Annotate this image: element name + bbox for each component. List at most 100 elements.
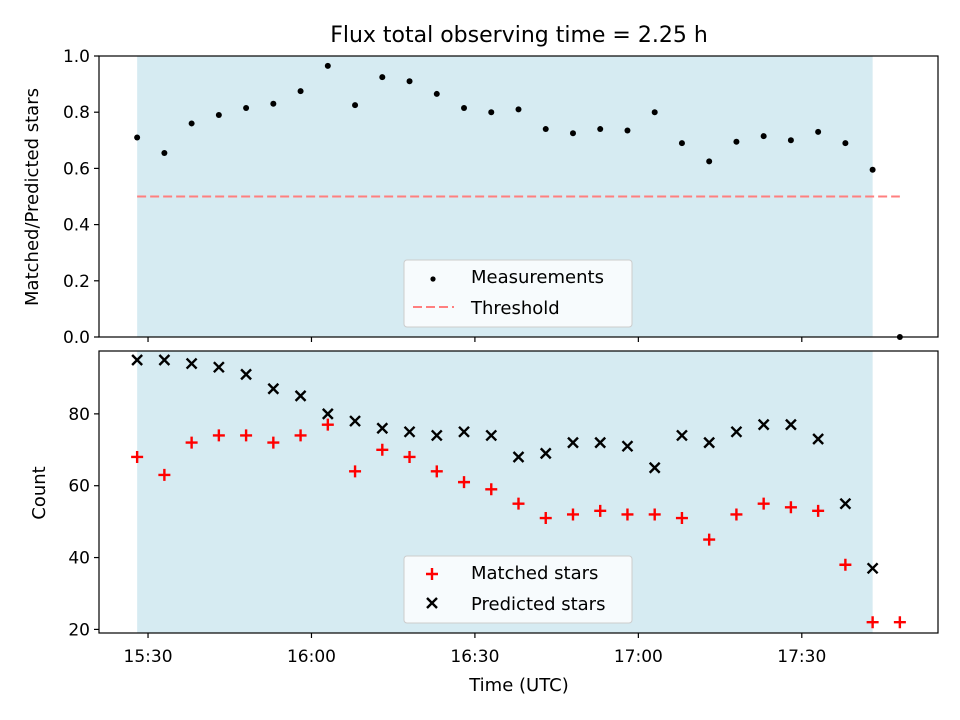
measurement-point: [815, 128, 822, 135]
bottom-y-ticks: 20 40 60 80: [68, 405, 99, 640]
measurement-point: [842, 140, 849, 147]
matched-star-point: [784, 501, 797, 514]
predicted-star-points: [131, 354, 879, 575]
measurement-point: [433, 90, 440, 97]
predicted-star-point: [512, 451, 525, 463]
matched-star-point: [240, 429, 253, 442]
predicted-star-point: [131, 354, 143, 366]
matched-star-point: [757, 497, 770, 510]
predicted-star-point: [676, 429, 688, 442]
predicted-star-point: [376, 422, 389, 435]
top-x-ticks: [147, 337, 803, 342]
predicted-star-point: [594, 436, 607, 449]
matched-star-point: [294, 429, 307, 442]
measurement-point: [678, 140, 685, 147]
matched-star-point: [893, 616, 906, 629]
measurement-point: [188, 120, 195, 127]
top-legend-box: [403, 259, 633, 328]
top-y-ticks: 0.0 0.2 0.4 0.6 0.8 1.0: [63, 47, 99, 348]
measurement-point: [461, 104, 468, 111]
predicted-star-point: [185, 357, 198, 370]
measurement-point: [597, 126, 604, 133]
predicted-star-point: [839, 497, 852, 510]
matched-star-point: [594, 504, 607, 517]
matched-star-point: [212, 429, 225, 442]
measurement-point: [651, 109, 658, 116]
y-tick-label: 0.2: [63, 272, 90, 292]
x-axis-label: Time (UTC): [468, 675, 569, 696]
predicted-star-point: [430, 429, 443, 442]
measurement-point: [787, 137, 794, 144]
top-plot-frame: [98, 55, 939, 338]
matched-star-point: [485, 483, 498, 496]
legend-matched-label: Matched stars: [471, 563, 598, 584]
matched-star-point: [566, 508, 579, 521]
matched-star-point: [539, 512, 552, 525]
legend-threshold-label: Threshold: [470, 298, 560, 319]
y-tick-label: 0.8: [63, 103, 90, 123]
matched-star-point: [403, 450, 416, 463]
predicted-star-point: [730, 425, 743, 438]
matched-star-point: [675, 512, 688, 525]
y-tick-label: 80: [68, 405, 90, 425]
matched-star-point: [131, 450, 144, 463]
measurement-point: [706, 158, 713, 165]
measurement-point: [406, 78, 413, 85]
predicted-star-point: [458, 425, 470, 438]
legend-matched-marker: [426, 568, 438, 580]
bottom-plot-frame: [98, 350, 939, 634]
matched-star-point: [158, 468, 171, 481]
predicted-star-point: [267, 382, 280, 395]
y-tick-label: 60: [68, 477, 90, 497]
measurement-point: [760, 133, 767, 140]
matched-star-point: [703, 533, 716, 546]
predicted-star-point: [213, 361, 225, 374]
measurement-point: [542, 126, 549, 133]
matched-star-point: [866, 616, 879, 629]
predicted-star-point: [785, 418, 797, 431]
y-tick-label: 0.4: [63, 216, 90, 236]
measurement-point: [379, 74, 386, 81]
predicted-star-point: [294, 390, 307, 402]
x-tick-label: 17:30: [777, 647, 826, 667]
measurement-points: [134, 62, 903, 340]
matched-star-point: [512, 497, 525, 510]
y-tick-label: 1.0: [63, 47, 90, 67]
measurement-point: [243, 104, 250, 111]
y-tick-label: 0.6: [63, 159, 90, 179]
predicted-star-point: [158, 354, 171, 366]
matched-star-point: [376, 443, 389, 456]
measurement-point: [215, 112, 222, 119]
measurement-point: [515, 106, 522, 113]
legend-predicted-marker: [426, 597, 438, 609]
matched-star-point: [458, 476, 471, 489]
predicted-star-point: [240, 368, 252, 381]
measurement-point: [134, 134, 141, 141]
bottom-legend-box: [403, 555, 633, 624]
matched-star-point: [648, 508, 661, 521]
matched-star-point: [839, 558, 852, 571]
predicted-star-point: [621, 440, 634, 453]
chart-title: Flux total observing time = 2.25 h: [330, 23, 708, 48]
matched-star-point: [185, 436, 198, 449]
matched-star-point: [730, 508, 743, 521]
predicted-star-point: [812, 433, 824, 445]
y-tick-label: 40: [68, 549, 90, 569]
bottom-panel: 20 40 60 80 15:30 16:00 16:30 17:00 17:30 Count…: [29, 350, 939, 696]
matched-star-point: [267, 436, 280, 449]
matched-star-point: [621, 508, 634, 521]
predicted-star-point: [403, 425, 416, 438]
matched-star-point: [430, 465, 443, 478]
x-tick-label: 17:00: [614, 647, 663, 667]
matched-star-point: [812, 504, 825, 517]
predicted-star-point: [648, 461, 661, 474]
legend-measurement-marker: [430, 276, 436, 282]
measurement-point: [488, 109, 495, 116]
measurement-point: [869, 166, 876, 173]
measurement-point: [161, 149, 168, 156]
predicted-star-point: [757, 418, 770, 431]
predicted-star-point: [567, 436, 579, 449]
predicted-star-point: [321, 408, 334, 420]
matched-star-point: [349, 465, 362, 478]
predicted-star-point: [866, 562, 879, 575]
